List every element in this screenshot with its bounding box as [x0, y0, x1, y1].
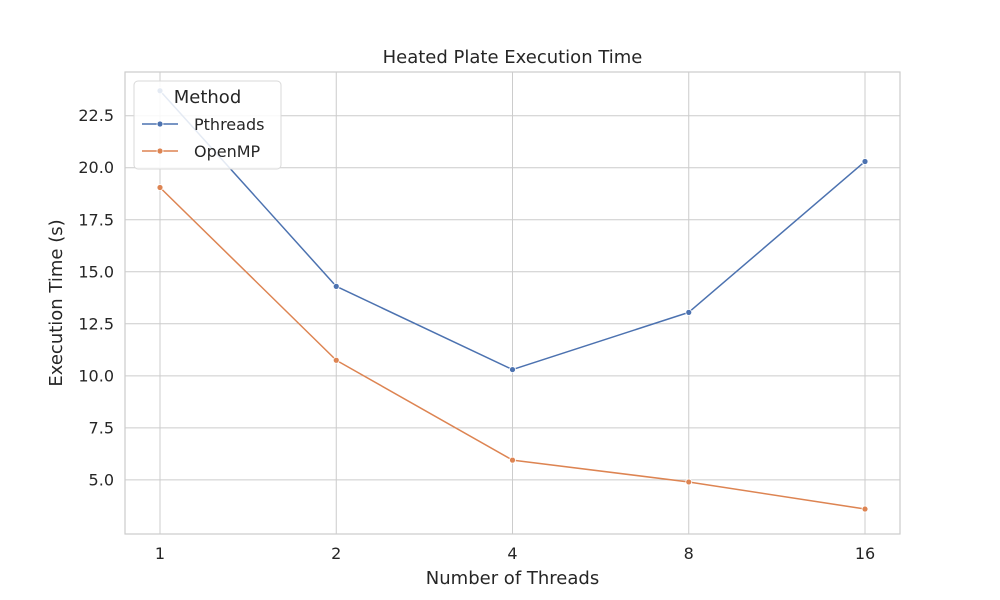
legend-box — [133, 80, 282, 170]
y-tick-label: 10.0 — [78, 366, 114, 385]
series-layer — [156, 87, 869, 513]
y-tick-label: 7.5 — [89, 418, 114, 437]
data-point-openmp — [861, 505, 869, 513]
legend-label-openmp: OpenMP — [194, 142, 261, 161]
data-point-openmp — [332, 356, 340, 364]
y-tick-label: 15.0 — [78, 262, 114, 281]
x-tick-label: 2 — [331, 544, 341, 563]
data-point-pthreads — [332, 282, 340, 290]
y-tick-label: 12.5 — [78, 314, 114, 333]
y-tick-labels: 5.0 7.5 10.0 12.5 15.0 17.5 20.0 22.5 — [78, 106, 114, 489]
data-point-pthreads — [685, 308, 693, 316]
legend-marker-openmp — [156, 147, 164, 155]
x-axis-label: Number of Threads — [426, 568, 599, 589]
x-tick-label: 8 — [684, 544, 694, 563]
y-tick-label: 5.0 — [89, 470, 114, 489]
legend: Method Pthreads OpenMP — [133, 80, 282, 170]
data-point-openmp — [509, 456, 516, 464]
data-point-pthreads — [509, 366, 516, 373]
x-tick-label: 4 — [507, 544, 517, 563]
x-tick-label: 16 — [855, 544, 875, 563]
y-tick-label: 20.0 — [78, 158, 114, 177]
data-point-openmp — [156, 184, 164, 191]
y-tick-label: 22.5 — [78, 106, 114, 125]
data-point-pthreads — [861, 158, 869, 165]
y-axis-label: Execution Time (s) — [46, 219, 67, 386]
legend-label-pthreads: Pthreads — [194, 115, 264, 134]
plot-frame — [124, 71, 901, 535]
legend-title: Method — [174, 87, 242, 108]
legend-marker-pthreads — [156, 120, 164, 128]
legend-entries: Pthreads OpenMP — [142, 115, 264, 161]
y-tick-label: 17.5 — [78, 210, 114, 229]
chart-title: Heated Plate Execution Time — [383, 47, 643, 68]
x-tick-label: 1 — [155, 544, 165, 563]
x-tick-labels: 1 2 4 8 16 — [155, 544, 875, 563]
data-point-openmp — [685, 478, 693, 486]
